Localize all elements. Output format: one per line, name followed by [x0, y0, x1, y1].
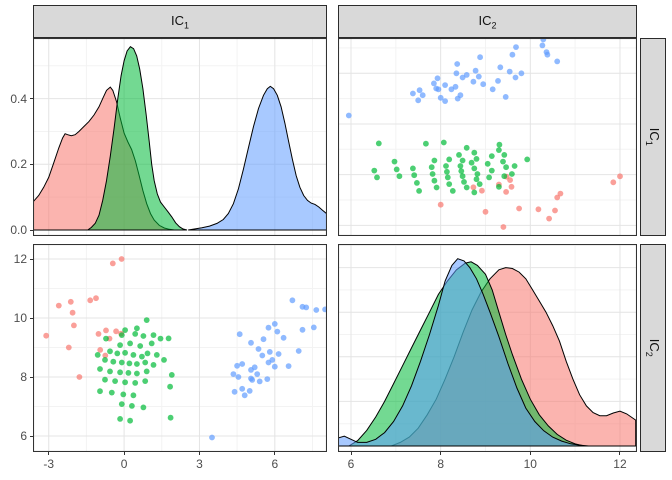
xtick-label-ic2: 12	[613, 457, 627, 471]
strip-col-ic2: IC2	[338, 5, 637, 38]
xtick-label-ic1: -3	[43, 457, 55, 471]
strip-col-ic1: IC1	[33, 5, 327, 38]
scatter-points-green	[94, 317, 175, 424]
axis-tick	[30, 98, 33, 100]
panel-border	[33, 38, 327, 236]
xtick-label-ic1: 0	[120, 457, 128, 471]
axis-tick	[350, 452, 352, 455]
axis-tick	[30, 435, 33, 437]
panel-border	[33, 244, 327, 452]
panel-scatter-ic1-vs-ic2	[33, 244, 327, 452]
density-curve-blue	[338, 258, 589, 447]
ytick-label-density: 0.4	[10, 91, 27, 106]
axis-tick	[529, 452, 531, 455]
axis-tick	[30, 317, 33, 319]
strip-col-ic2-label: IC2	[478, 12, 497, 31]
xtick-label-ic2: 8	[437, 457, 444, 471]
panel-density-ic2	[338, 244, 637, 452]
ytick-label-density: 0.0	[10, 223, 27, 237]
axis-tick	[274, 452, 276, 455]
gridlines	[33, 244, 327, 452]
xtick-label-ic2: 6	[347, 457, 355, 471]
gridlines	[338, 38, 637, 236]
scatter-points-blue	[345, 38, 561, 119]
xtick-label-ic1: 3	[196, 457, 203, 471]
axis-tick	[619, 452, 621, 455]
panel-border	[338, 244, 637, 452]
scatter-points-blue	[209, 297, 327, 441]
axis-tick	[48, 452, 50, 455]
ytick-label-ic2: 6	[20, 429, 27, 443]
axis-tick	[30, 229, 33, 231]
scatter-plot-bottom-left	[33, 244, 327, 452]
scatter-plot-top-right	[338, 38, 637, 236]
axis-tick	[123, 452, 125, 455]
strip-row-ic2: IC2	[640, 244, 666, 452]
ytick-label-ic2: 8	[20, 370, 27, 384]
axis-tick	[30, 376, 33, 378]
axis-tick	[198, 452, 200, 455]
strip-row-ic2-label: IC2	[644, 338, 662, 358]
axis-tick	[440, 452, 442, 455]
axis-tick	[30, 258, 33, 260]
xtick-label-ic1: 6	[271, 457, 279, 471]
axis-tick	[30, 163, 33, 165]
panel-border	[338, 38, 637, 236]
density-plot-ic1	[33, 38, 327, 236]
strip-row-ic1: IC1	[640, 38, 666, 236]
density-curve-green	[86, 46, 188, 231]
xtick-label-ic2: 10	[523, 457, 537, 471]
ytick-label-ic2: 10	[13, 311, 27, 325]
density-curve-blue	[188, 85, 327, 231]
strip-row-ic1-label: IC1	[644, 127, 662, 147]
panel-scatter-ic2-vs-ic1	[338, 38, 637, 236]
density-plot-ic2	[338, 244, 637, 452]
scatter-points-green	[371, 139, 531, 196]
strip-col-ic1-label: IC1	[170, 12, 189, 31]
panel-density-ic1	[33, 38, 327, 236]
ytick-label-ic2: 12	[13, 252, 27, 266]
ytick-label-density: 0.2	[10, 157, 27, 172]
